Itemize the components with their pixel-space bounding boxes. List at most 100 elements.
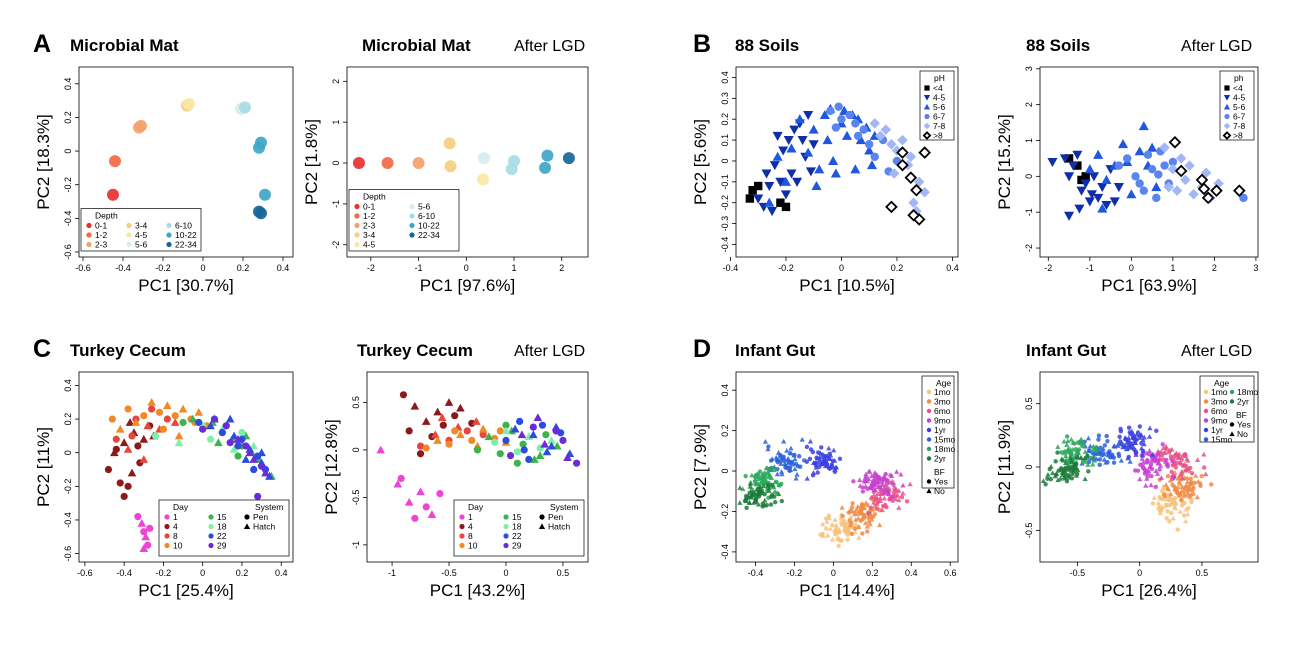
data-point <box>1100 446 1106 451</box>
data-point <box>1183 463 1189 469</box>
y-tick-label: -0.4 <box>63 211 73 227</box>
y-tick-label: -0.2 <box>63 479 73 495</box>
data-point <box>528 430 538 439</box>
data-point <box>445 440 453 448</box>
legend-label: <4 <box>1233 83 1243 93</box>
x-axis-label: PC1 [26.4%] <box>1101 581 1196 600</box>
legend-swatch <box>924 113 930 120</box>
data-point <box>479 431 487 439</box>
legend-swatch <box>166 232 172 238</box>
data-point <box>1074 454 1080 460</box>
data-point <box>753 194 764 204</box>
data-point <box>513 459 521 467</box>
data-point <box>1149 473 1154 479</box>
legend-swatch <box>164 533 170 539</box>
data-point <box>194 408 204 416</box>
chart-title: Microbial Mat <box>70 36 179 55</box>
data-point <box>743 473 748 479</box>
data-point <box>786 169 797 179</box>
legend-label: 4-5 <box>1233 93 1246 103</box>
data-point <box>768 458 774 463</box>
data-point <box>229 431 239 440</box>
data-point <box>883 471 888 477</box>
data-point <box>1158 475 1165 480</box>
data-point <box>444 398 454 406</box>
data-point <box>183 97 195 110</box>
data-point <box>767 207 778 217</box>
data-point <box>210 414 219 423</box>
data-point <box>826 106 835 116</box>
data-point <box>852 526 858 532</box>
data-point <box>249 441 259 450</box>
data-point <box>877 495 883 501</box>
data-point <box>199 425 207 433</box>
data-point <box>829 536 836 542</box>
data-point <box>863 473 869 479</box>
data-point <box>1131 447 1137 452</box>
x-tick-label: 0.5 <box>557 568 570 578</box>
data-point <box>884 488 889 493</box>
data-point <box>1192 480 1197 485</box>
data-point <box>143 421 153 430</box>
legend-label: 6-7 <box>933 112 946 122</box>
data-point <box>1068 437 1075 442</box>
y-tick-label: -0.4 <box>720 237 730 253</box>
data-point <box>826 513 832 518</box>
data-point <box>222 422 230 430</box>
legend-swatch <box>126 232 132 238</box>
data-point <box>787 450 793 455</box>
legend-swatch <box>86 232 92 238</box>
data-point <box>870 152 879 161</box>
data-point <box>137 519 147 527</box>
data-point <box>108 415 116 423</box>
data-point <box>1085 435 1092 441</box>
data-point <box>1074 465 1080 471</box>
data-point <box>751 499 757 505</box>
y-tick-label: -0.6 <box>63 546 73 562</box>
data-point <box>1184 475 1191 481</box>
data-point <box>1189 480 1194 485</box>
data-point <box>484 432 494 441</box>
data-point <box>772 488 778 494</box>
data-point <box>898 471 904 477</box>
data-point <box>779 455 786 461</box>
data-point <box>882 476 887 481</box>
data-point <box>748 185 757 195</box>
data-point <box>828 155 839 165</box>
data-point <box>1139 441 1144 446</box>
x-tick-label: 0.4 <box>275 568 288 578</box>
data-point <box>1142 467 1148 473</box>
legend-swatch <box>1229 431 1235 437</box>
data-point <box>525 455 533 463</box>
x-tick-label: -0.5 <box>1070 568 1086 578</box>
data-point <box>1186 505 1191 511</box>
data-point <box>740 486 746 492</box>
data-point <box>794 114 805 124</box>
data-point <box>437 413 447 422</box>
data-point <box>1194 494 1201 500</box>
data-point <box>753 499 759 504</box>
data-point <box>871 499 877 505</box>
data-point <box>1176 453 1182 459</box>
legend-label: 6mo <box>1211 406 1228 416</box>
data-point <box>755 471 761 477</box>
y-axis-label: PC2 [5.6%] <box>691 119 710 205</box>
data-point <box>1138 445 1145 451</box>
legend-swatch <box>923 95 931 101</box>
data-point <box>803 110 814 121</box>
plot-frame <box>735 371 959 563</box>
data-point <box>847 518 852 523</box>
data-point <box>880 124 892 135</box>
data-point <box>819 109 830 120</box>
data-point <box>128 432 136 440</box>
data-points <box>737 436 913 549</box>
data-point <box>1160 496 1166 502</box>
data-point <box>1083 459 1089 464</box>
data-point <box>830 522 835 528</box>
data-point <box>1209 482 1214 487</box>
data-point <box>769 161 780 171</box>
legend-label: 7-8 <box>933 121 946 131</box>
data-point <box>1181 492 1188 498</box>
data-point <box>1138 121 1149 131</box>
data-point <box>1179 497 1184 503</box>
